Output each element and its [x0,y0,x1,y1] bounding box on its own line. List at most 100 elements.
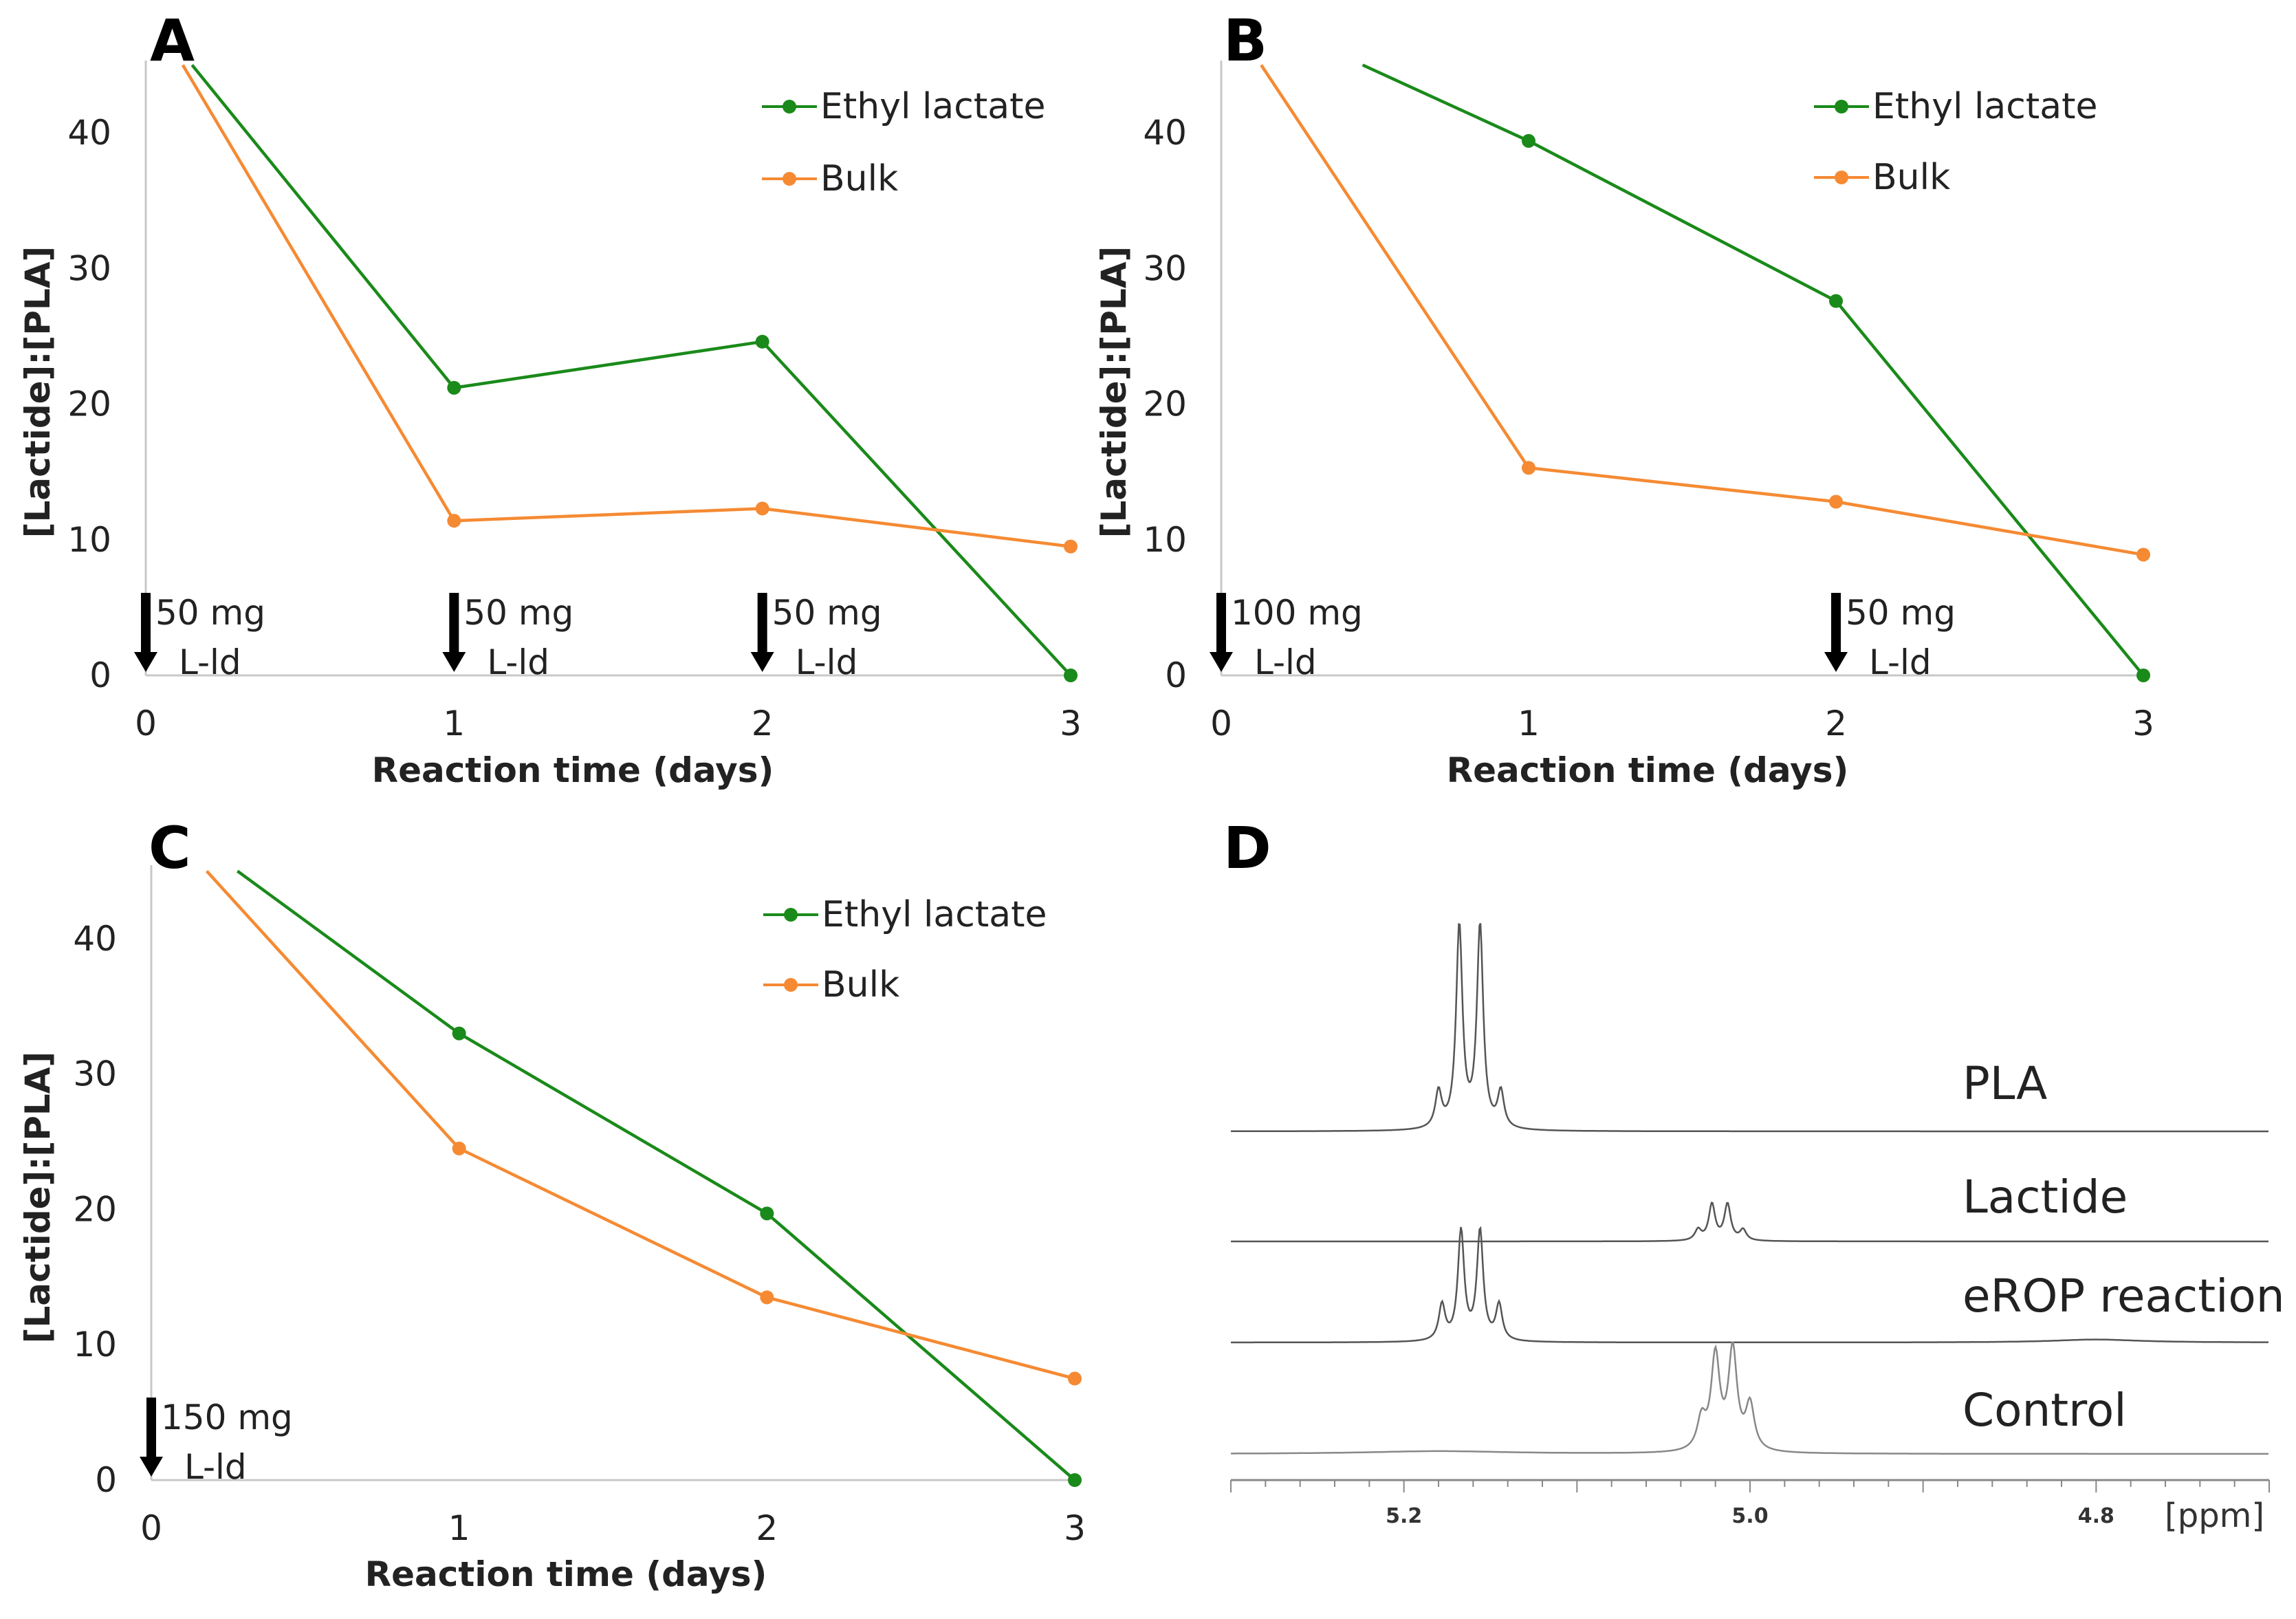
data-point-ethyl-lactate [2136,669,2150,682]
panel-b-legend: Ethyl lactate Bulk [1814,86,2098,198]
nmr-tick-label: 5.2 [1386,1504,1422,1528]
data-point-bulk [447,514,461,528]
arrow-head [1824,652,1848,672]
legend-bulk-label: Bulk [820,158,898,199]
legend-ethyl-marker [1835,100,1848,113]
annotation-compound: L-ld [184,1447,247,1487]
legend-bulk-label: Bulk [822,964,899,1006]
annotation-compound: L-ld [1869,642,1932,682]
data-point-ethyl-lactate [447,380,461,395]
panel-c-xlabel: Reaction time (days) [365,1554,767,1594]
y-tick-label: 20 [1143,384,1187,424]
arrow-shaft [1831,593,1841,655]
panel-a-ylabel: [Lactide]:[PLA] [18,246,58,539]
panel-d-letter: D [1223,814,1271,882]
arrow-head [750,652,774,672]
annotation-amount: 100 mg [1231,593,1363,633]
y-tick-label: 30 [73,1054,117,1094]
x-tick-label: 2 [1825,704,1847,743]
y-tick-label: 40 [67,113,111,153]
annotation-amount: 150 mg [161,1398,293,1437]
data-point-bulk [2136,547,2150,562]
panel-b-xlabel: Reaction time (days) [1447,750,1849,790]
data-point-bulk [452,1141,466,1155]
y-tick-label: 0 [95,1460,117,1500]
nmr-axis-unit: [ppm] [2165,1497,2264,1535]
annotation-compound: L-ld [487,642,549,682]
y-tick-label: 20 [67,384,111,424]
data-point-bulk [1522,461,1535,475]
nmr-tick-label: 4.8 [2078,1504,2114,1528]
legend-ethyl-label: Ethyl lactate [820,86,1046,127]
arrow-shaft [757,593,767,655]
y-tick-label: 40 [73,919,117,959]
x-tick-label: 3 [1064,1508,1086,1548]
nmr-label-erop: eROP reaction [1962,1270,2285,1323]
data-point-bulk [755,501,769,516]
legend-ethyl-marker [784,908,798,922]
nmr-trace-lactide [1231,1202,2268,1243]
nmr-trace-control [1231,1341,2268,1455]
annotation-amount: 50 mg [772,593,882,633]
data-point-bulk [760,1290,774,1305]
panel-c-ylabel: [Lactide]:[PLA] [18,1052,58,1344]
y-tick-label: 30 [67,248,111,288]
nmr-label-lactide: Lactide [1962,1171,2128,1224]
arrow-head [140,1457,163,1477]
nmr-trace-pla [1231,922,2268,1133]
x-tick-label: 2 [752,704,774,743]
y-tick-label: 40 [1143,113,1187,153]
arrow-shaft [141,593,151,655]
annotation-amount: 50 mg [463,593,573,633]
panel-b-chart: B [Lactide]:[PLA] Reaction time (days) E… [1094,7,2154,790]
x-tick-label: 1 [443,704,465,743]
x-tick-label: 3 [2132,704,2154,743]
data-point-bulk [1068,1371,1082,1386]
series-line-ethyl-lactate [190,64,1072,677]
nmr-label-control: Control [1962,1384,2127,1437]
panel-a-chart: A [Lactide]:[PLA] Reaction time (days) E… [18,7,1082,790]
legend-ethyl-marker [783,100,796,113]
series-line-bulk [181,64,1071,548]
arrow-shaft [449,593,459,655]
panel-c-letter: C [149,814,191,882]
data-point-bulk [1064,539,1078,554]
legend-bulk-label: Bulk [1872,157,1950,198]
panel-c-legend: Ethyl lactate Bulk [763,894,1047,1006]
panel-a-letter: A [150,7,195,74]
data-point-ethyl-lactate [1829,294,1843,308]
data-point-ethyl-lactate [760,1206,774,1221]
y-tick-label: 10 [73,1325,117,1365]
y-tick-label: 30 [1143,248,1187,288]
x-tick-label: 0 [1210,704,1232,743]
y-tick-label: 10 [1143,520,1187,560]
x-tick-label: 1 [1518,704,1540,743]
x-tick-label: 0 [135,704,157,743]
data-point-bulk [1829,495,1843,509]
panel-a-legend: Ethyl lactate Bulk [762,86,1046,199]
data-point-ethyl-lactate [1064,669,1078,682]
y-tick-label: 10 [67,520,111,560]
series-line-bulk [205,869,1075,1380]
nmr-trace-erop-reaction [1231,1226,2268,1344]
x-tick-label: 3 [1060,704,1082,743]
x-tick-label: 0 [140,1508,162,1548]
annotation-compound: L-ld [796,642,858,682]
data-point-ethyl-lactate [1522,133,1535,148]
panel-a-xlabel: Reaction time (days) [372,750,774,790]
series-line-bulk [1260,64,2144,556]
data-point-ethyl-lactate [452,1026,466,1041]
legend-ethyl-label: Ethyl lactate [822,894,1047,935]
legend-bulk-marker [1835,171,1848,184]
arrow-head [442,652,466,672]
arrow-head [134,652,157,672]
panel-c-chart: C [Lactide]:[PLA] Reaction time (days) E… [18,814,1086,1594]
annotation-compound: L-ld [179,642,241,682]
data-point-ethyl-lactate [1068,1473,1082,1487]
data-point-ethyl-lactate [755,334,769,349]
panel-d-nmr: D PLA Lactide eROP reaction Control [ppm… [1223,814,2285,1535]
annotation-amount: 50 mg [155,593,265,633]
series-line-ethyl-lactate [1362,63,2145,677]
legend-bulk-marker [784,978,798,992]
